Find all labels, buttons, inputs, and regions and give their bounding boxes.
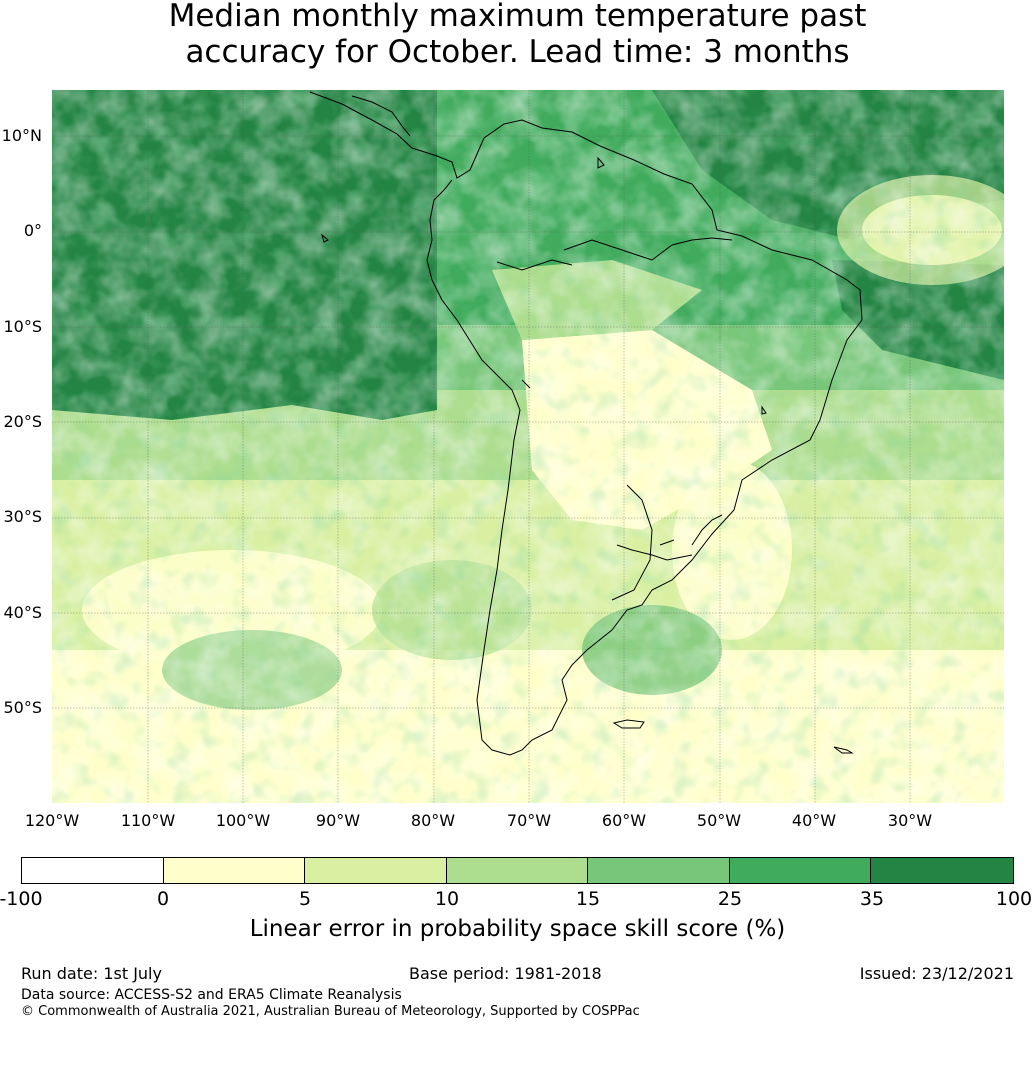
colorbar-segment	[22, 858, 164, 883]
lon-label-70w: 70°W	[506, 811, 552, 830]
colorbar-tick: 100	[995, 888, 1033, 910]
lon-label-120w: 120°W	[24, 811, 80, 830]
issued-date: Issued: 23/12/2021	[859, 964, 1014, 983]
lon-label-40w: 40°W	[791, 811, 837, 830]
colorbar-label: Linear error in probability space skill …	[249, 916, 786, 942]
lon-label-50w: 50°W	[696, 811, 742, 830]
lat-label-10n: 10°N	[1, 126, 42, 145]
colorbar-segment	[305, 858, 448, 883]
data-source: Data source: ACCESS-S2 and ERA5 Climate …	[21, 987, 402, 1003]
lat-label-10s: 10°S	[3, 317, 42, 336]
map-title-line-2: accuracy for October. Lead time: 3 month…	[185, 34, 850, 70]
lat-label-20s: 20°S	[3, 412, 42, 431]
colorbar-tick: 15	[575, 888, 601, 910]
lat-label-40s: 40°S	[3, 603, 42, 622]
colorbar-tick: 25	[717, 888, 743, 910]
colorbar-segment	[729, 858, 872, 883]
colorbar	[21, 857, 1014, 884]
colorbar-segment	[163, 858, 306, 883]
base-period: Base period: 1981-2018	[409, 964, 602, 983]
colorbar-segment	[871, 858, 1014, 883]
lat-label-0: 0°	[23, 221, 42, 240]
skill-field	[52, 90, 1004, 803]
colorbar-segment	[447, 858, 588, 883]
skill-score-map	[52, 90, 1004, 803]
graticule	[52, 90, 1004, 803]
map-title-line-1: Median monthly maximum temperature past	[168, 0, 867, 34]
lon-label-80w: 80°W	[410, 811, 456, 830]
coastline	[309, 91, 863, 756]
lon-label-60w: 60°W	[601, 811, 647, 830]
copyright: © Commonwealth of Australia 2021, Austra…	[21, 1004, 640, 1019]
lon-label-110w: 110°W	[120, 811, 176, 830]
colorbar-tick: 35	[859, 888, 885, 910]
lat-label-50s: 50°S	[3, 698, 42, 717]
run-date: Run date: 1st July	[21, 964, 162, 983]
lon-label-90w: 90°W	[315, 811, 361, 830]
colorbar-tick: -100	[0, 888, 43, 910]
lon-label-100w: 100°W	[215, 811, 271, 830]
lon-label-30w: 30°W	[887, 811, 933, 830]
colorbar-tick: 5	[298, 888, 312, 910]
colorbar-tick: 10	[434, 888, 460, 910]
colorbar-segment	[587, 858, 730, 883]
colorbar-tick: 0	[156, 888, 170, 910]
lat-label-30s: 30°S	[3, 507, 42, 526]
